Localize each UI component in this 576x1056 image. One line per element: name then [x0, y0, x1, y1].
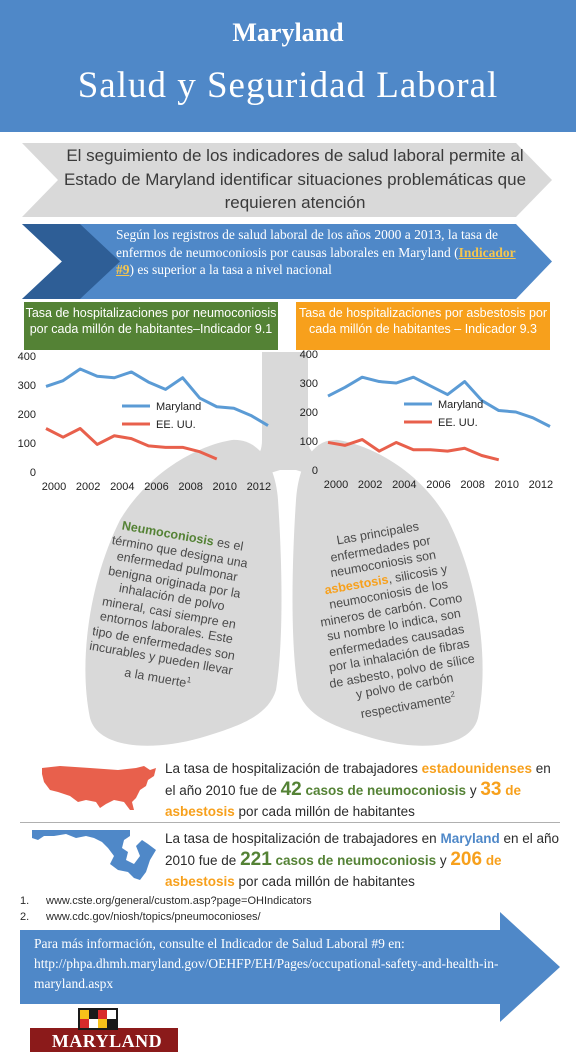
- y-tick-label: 200: [300, 407, 318, 419]
- us-map-icon: [42, 766, 156, 810]
- reference-item: 1. www.cste.org/general/custom.asp?page=O…: [20, 893, 312, 909]
- legend-label: EE. UU.: [156, 419, 196, 431]
- y-tick-label: 100: [18, 438, 36, 450]
- us-asbestosis-count: 33: [480, 779, 502, 800]
- reference-link[interactable]: www.cdc.gov/niosh/topics/pneumoconioses/: [46, 911, 261, 923]
- footnote-ref: 1: [186, 674, 193, 685]
- md-stat: La tasa de hospitalización de trabajador…: [165, 828, 560, 892]
- md-neumoconiosis-count: 221: [240, 849, 272, 870]
- us-neumoconiosis-count: 42: [280, 779, 302, 800]
- chart-asbestosis: 0 100 200 300 400 2000 2002 2004 2006 2008 2010 201…: [300, 349, 554, 491]
- legend-label: Maryland: [156, 401, 201, 413]
- md-group: Maryland: [440, 831, 500, 846]
- reference-link[interactable]: www.cste.org/general/custom.asp?page=OHI…: [46, 895, 312, 907]
- stat-text: y: [466, 783, 481, 798]
- y-tick-label: 300: [300, 378, 318, 390]
- series-line-us: [45, 427, 218, 461]
- references: 1. www.cste.org/general/custom.asp?page=O…: [20, 893, 312, 925]
- intro-text: El seguimiento de los indicadores de sal…: [63, 146, 527, 212]
- reference-num: 1.: [20, 895, 30, 907]
- chart-neumoconiosis: 0 100 200 300 400 2000 2002 2004 2006 2008 2010 201…: [18, 351, 272, 493]
- x-tick-label: 2012: [529, 479, 553, 491]
- y-tick-label: 400: [300, 349, 318, 361]
- neumoconiosis-label: casos de neumoconiosis: [271, 853, 437, 868]
- state-title: Maryland: [232, 18, 344, 47]
- intro-arrow-shape: [22, 143, 552, 217]
- logo-text: MARYLAND: [51, 1031, 163, 1051]
- x-tick-label: 2004: [110, 481, 134, 493]
- legend-label: EE. UU.: [438, 417, 478, 429]
- lungs-illustration: [85, 352, 483, 746]
- summary-arrow-shape: [22, 224, 552, 299]
- x-tick-label: 2008: [178, 481, 202, 493]
- divider: [20, 822, 560, 823]
- stat-text: en el año 2010 fue de: [165, 831, 560, 868]
- x-tick-label: 2008: [460, 479, 484, 491]
- neumoconiosis-definition: Neumoconiosis es el término que designa …: [82, 516, 257, 699]
- footnote-ref: 2: [449, 688, 456, 699]
- series-line-us: [327, 438, 500, 462]
- indicator-link[interactable]: Indicador #9: [116, 244, 516, 278]
- md-asbestosis-count: 206: [450, 849, 483, 870]
- reference-item: 2. www.cdc.gov/niosh/topics/pneumoconiose…: [20, 909, 312, 925]
- series-line-maryland: [327, 375, 551, 428]
- x-tick-label: 2000: [42, 481, 66, 493]
- stat-text: La tasa de hospitalización de trabajador…: [165, 831, 441, 846]
- more-info-text[interactable]: Para más información, consulte el Indica…: [34, 936, 499, 991]
- chart-label-asbestosis: Tasa de hospitalizaciones por asbestosis…: [296, 302, 550, 350]
- x-tick-label: 2002: [358, 479, 382, 491]
- us-stat: La tasa de hospitalización de trabajador…: [165, 758, 560, 822]
- neumoconiosis-text: es el término que designa una enfermedad…: [88, 532, 249, 690]
- x-tick-label: 2010: [495, 479, 519, 491]
- x-tick-label: 2002: [76, 481, 100, 493]
- x-tick-label: 2006: [144, 481, 168, 493]
- x-tick-label: 2004: [392, 479, 416, 491]
- neumoconiosis-label: casos de neumoconiosis: [301, 783, 467, 798]
- stat-text: y: [436, 853, 451, 868]
- y-tick-label: 200: [18, 409, 36, 421]
- more-info-arrow-shape: [20, 912, 560, 1022]
- summary-text: Según los registros de salud laboral de …: [116, 226, 516, 279]
- maryland-logo: [30, 1008, 178, 1052]
- chart-label-neumoconiosis: Tasa de hospitalizaciones por neumoconio…: [24, 302, 278, 350]
- maryland-map-icon: [32, 830, 156, 880]
- y-tick-label: 0: [312, 465, 318, 477]
- stat-text: La tasa de hospitalización de trabajador…: [165, 761, 422, 776]
- x-tick-label: 2000: [324, 479, 348, 491]
- legend-label: Maryland: [438, 399, 483, 411]
- x-tick-label: 2010: [213, 481, 237, 493]
- us-group: estadounidenses: [421, 761, 532, 776]
- summary-text-part: Según los registros de salud laboral de …: [116, 227, 499, 260]
- series-line-maryland: [45, 367, 269, 427]
- stat-text: por cada millón de habitantes: [234, 874, 415, 889]
- reference-num: 2.: [20, 911, 30, 923]
- header: Maryland Salud y Seguridad Laboral: [0, 0, 576, 132]
- asbestosis-label: de asbestosis: [165, 783, 521, 819]
- stat-text: por cada millón de habitantes: [234, 804, 415, 819]
- y-tick-label: 0: [30, 467, 36, 479]
- summary-text-part: ) es superior a la tasa a nivel nacional: [129, 262, 332, 277]
- page-title: Salud y Seguridad Laboral: [77, 65, 499, 106]
- y-tick-label: 300: [18, 380, 36, 392]
- x-tick-label: 2006: [426, 479, 450, 491]
- y-tick-label: 400: [18, 351, 36, 363]
- y-tick-label: 100: [300, 436, 318, 448]
- asbestosis-label: de asbestosis: [165, 853, 502, 889]
- stat-text: en el año 2010 fue de: [165, 761, 551, 798]
- x-tick-label: 2012: [247, 481, 271, 493]
